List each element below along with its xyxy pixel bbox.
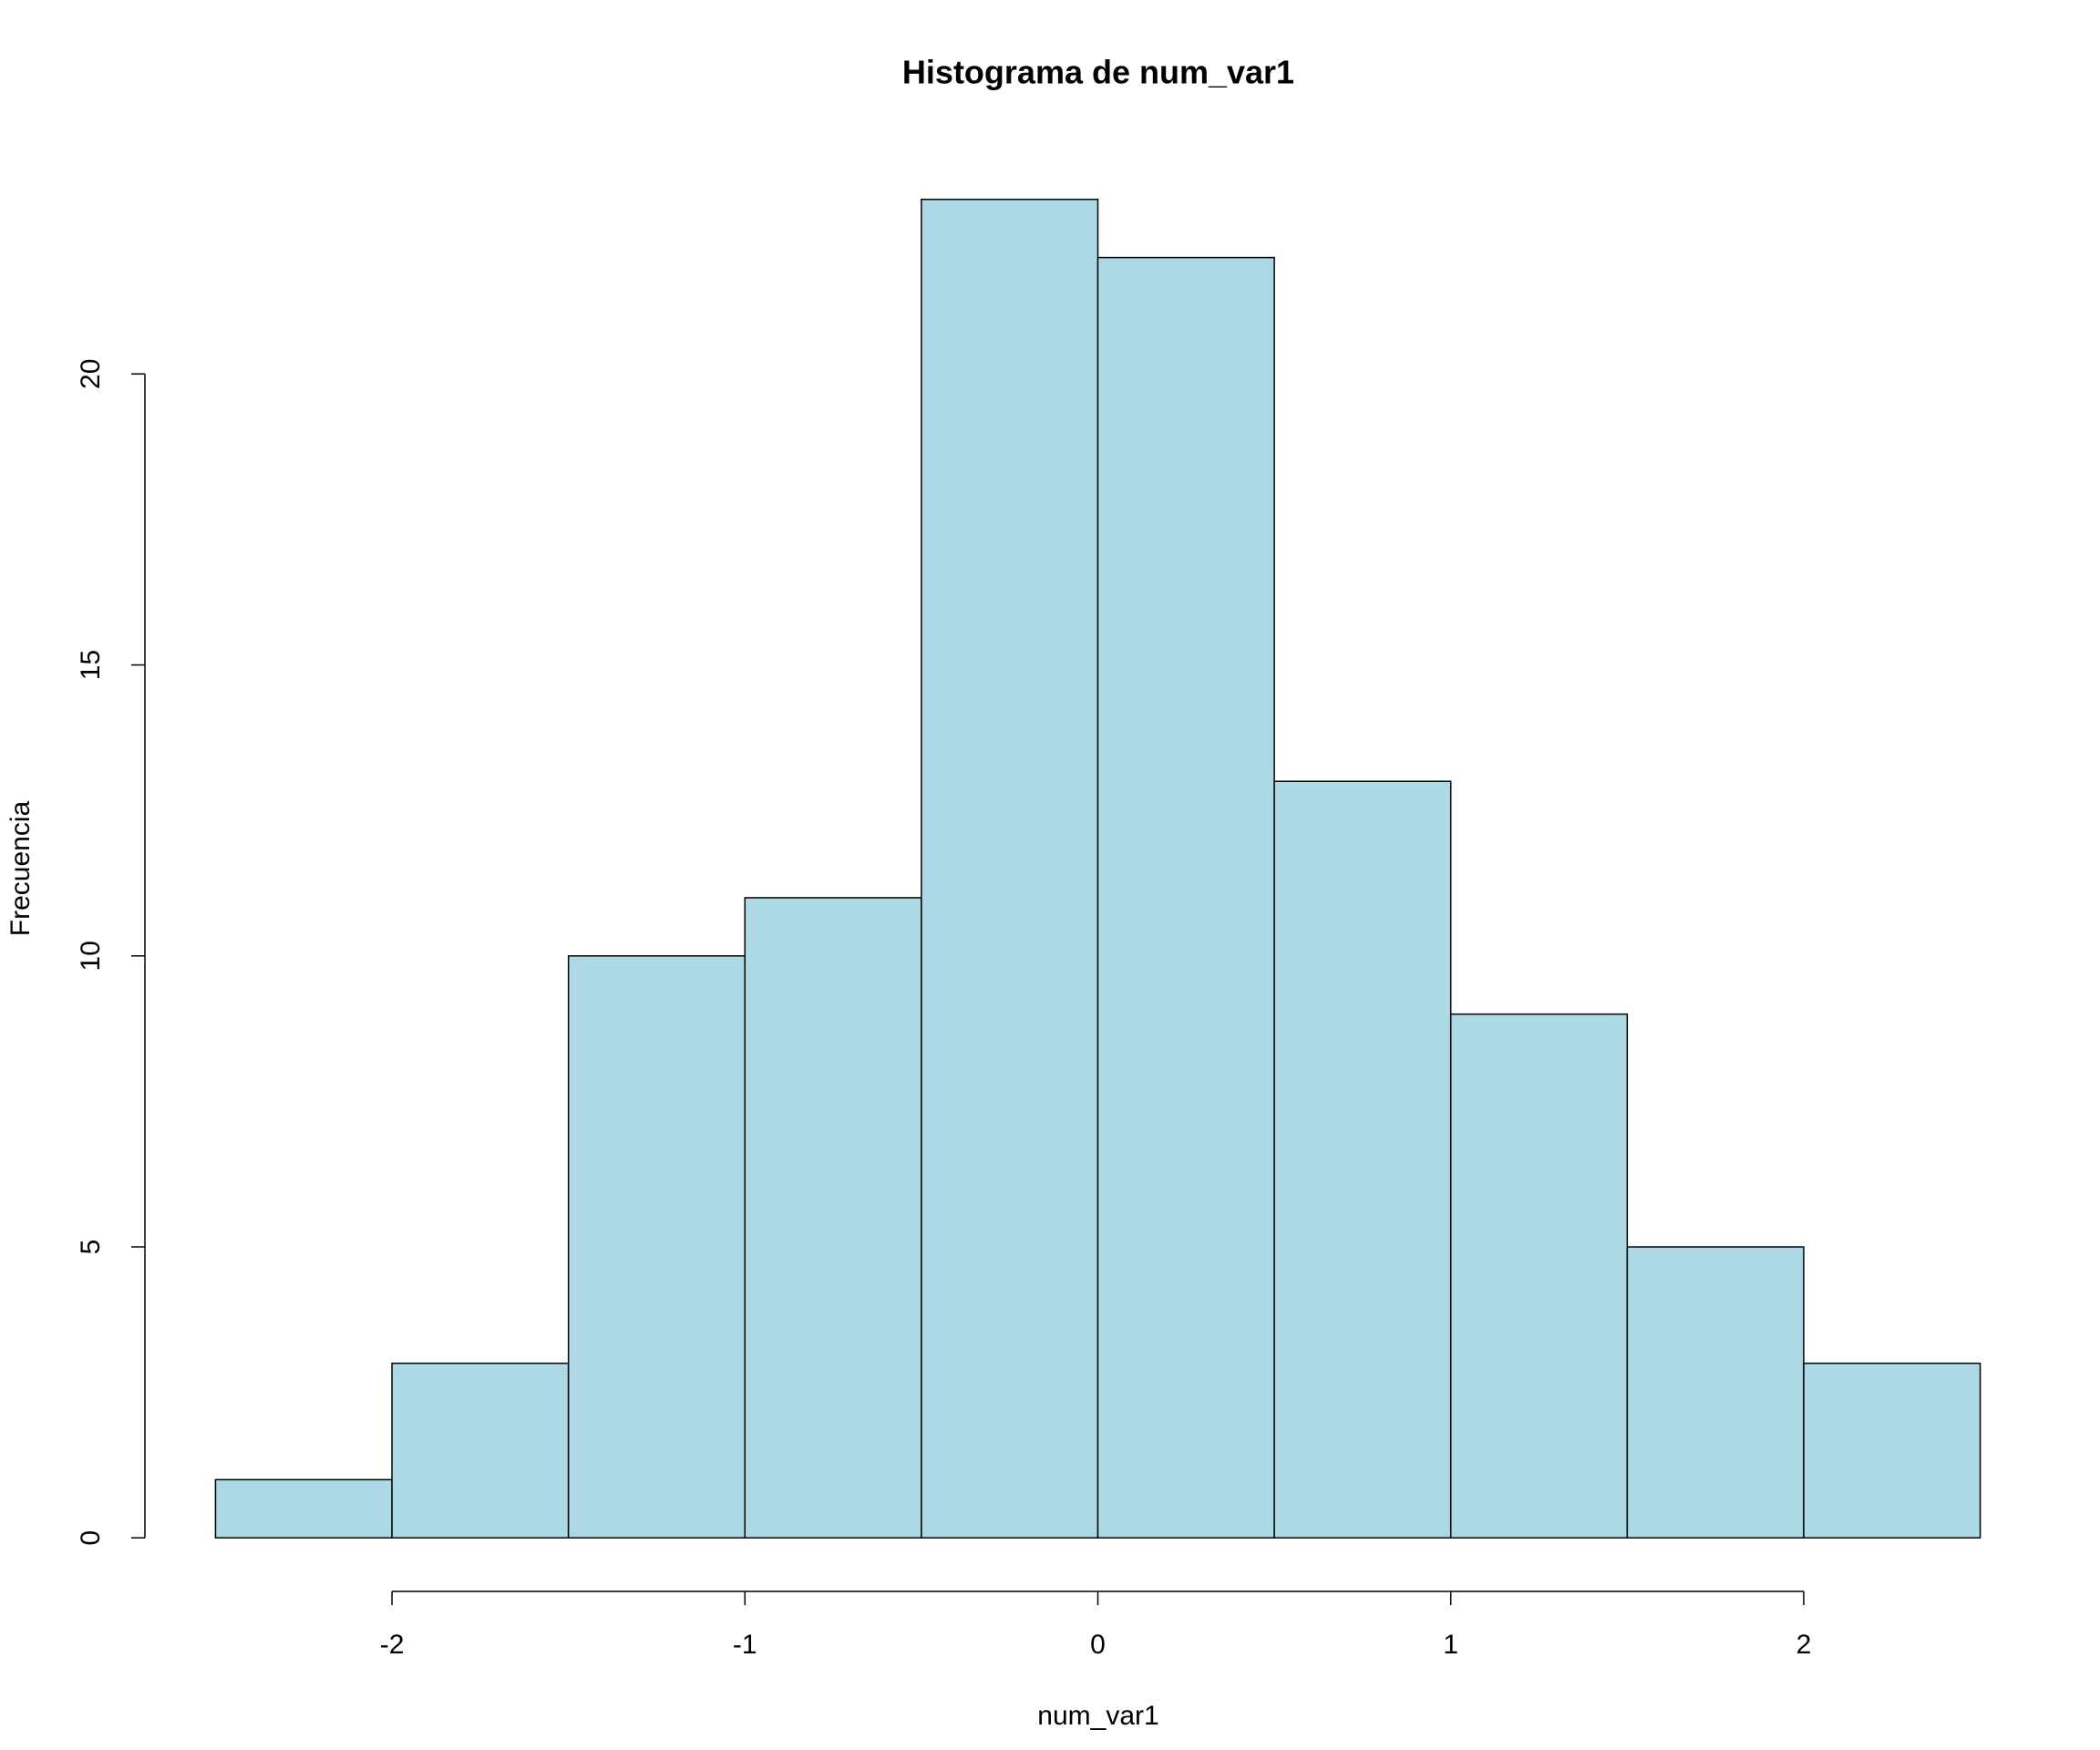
y-tick-label: 20 [76,359,106,389]
bar [1449,1013,1629,1539]
y-tick-label: 15 [76,650,106,680]
bar [567,955,746,1539]
x-axis-label: num_var1 [1037,1701,1158,1731]
bar [1626,1246,1805,1539]
bar [391,1362,570,1539]
x-tick-label: 2 [1796,1630,1812,1660]
y-axis-label: Frecuencia [5,800,36,936]
x-tick-label: -2 [380,1630,405,1660]
bar [1803,1362,1982,1539]
y-tick-label: 5 [76,1240,106,1255]
bar [744,897,922,1539]
chart-title: Histograma de num_var1 [902,54,1294,91]
bar [1273,780,1452,1539]
x-tick-label: 1 [1443,1630,1458,1660]
x-tick-label: -1 [733,1630,757,1660]
bar [1096,256,1275,1539]
y-tick-label: 0 [76,1530,106,1546]
bar [921,198,1099,1539]
bar [214,1478,393,1539]
y-tick-label: 10 [76,941,106,971]
x-tick-label: 0 [1090,1630,1106,1660]
